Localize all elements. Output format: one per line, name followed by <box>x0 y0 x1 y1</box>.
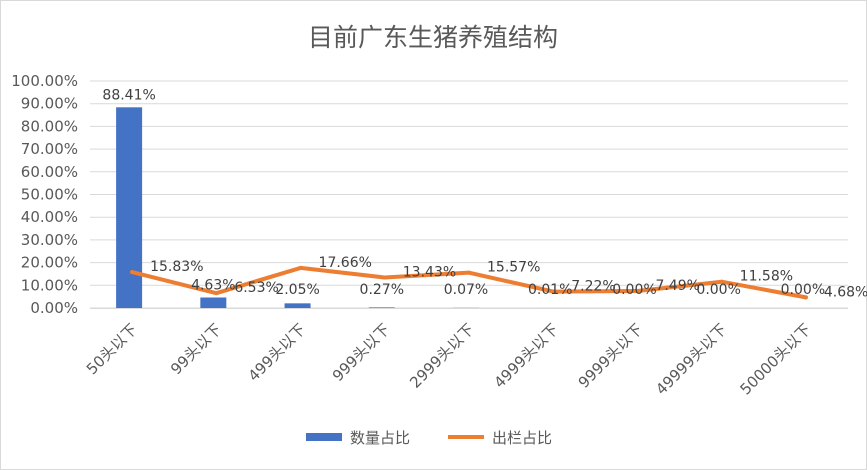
line-data-label: 4.68% <box>824 284 867 300</box>
x-tick-label: 49999头以下 <box>652 320 730 398</box>
line-point <box>467 270 471 275</box>
x-tick-label: 4999头以下 <box>491 320 563 392</box>
bar <box>116 107 143 309</box>
y-tick-label: 10.00% <box>21 276 78 294</box>
line-data-label: 17.66% <box>319 255 372 271</box>
bar-data-label: 0.00% <box>781 282 825 298</box>
x-tick-label: 999头以下 <box>329 320 394 385</box>
y-tick-label: 80.00% <box>21 117 78 135</box>
line-data-label: 15.57% <box>487 260 540 276</box>
bar <box>200 297 227 308</box>
line-point <box>298 265 303 270</box>
line-point <box>635 288 640 293</box>
bar-data-label: 0.27% <box>360 282 404 298</box>
line-point <box>214 291 219 296</box>
y-tick-label: 60.00% <box>21 163 78 181</box>
y-tick-label: 0.00% <box>30 299 78 317</box>
x-tick-label: 99头以下 <box>167 320 225 378</box>
bar-data-label: 0.07% <box>444 282 488 298</box>
x-tick-label: 2999头以下 <box>406 320 478 392</box>
line-point <box>803 295 808 300</box>
y-tick-label: 30.00% <box>21 231 78 249</box>
y-tick-label: 50.00% <box>21 186 78 204</box>
line-data-label: 13.43% <box>403 265 456 281</box>
bar-data-label: 0.01% <box>528 282 572 298</box>
line-point <box>719 279 724 284</box>
legend: 数量占比 出栏占比 <box>306 429 552 447</box>
line-point <box>130 270 135 275</box>
bar-data-label: 4.63% <box>191 277 235 293</box>
y-tick-label: 40.00% <box>21 208 78 226</box>
y-tick-label: 20.00% <box>21 254 78 272</box>
y-tick-label: 70.00% <box>21 140 78 158</box>
x-tick-label: 50头以下 <box>83 320 141 378</box>
bar-data-label: 0.00% <box>696 282 740 298</box>
x-tick-label: 50000头以下 <box>736 320 814 398</box>
x-tick-label: 499头以下 <box>245 320 310 385</box>
bar <box>284 303 311 308</box>
line-data-label: 7.22% <box>571 279 615 295</box>
x-tick-label: 9999头以下 <box>575 320 647 392</box>
line-point <box>551 289 556 294</box>
data-labels: 88.41% 4.63% 2.05% 0.27% 0.07% 0.01% 0.00% 0.00… <box>102 87 867 300</box>
y-axis: 0.00% 10.00% 20.00% 30.00% 40.00% 50.00% 60.00… <box>11 72 78 317</box>
bar <box>368 307 395 308</box>
line-data-label: 6.53% <box>234 280 278 296</box>
line-point <box>382 275 387 280</box>
bar-data-label: 2.05% <box>275 282 319 298</box>
chart-title: 目前广东生猪养殖结构 <box>308 23 558 52</box>
line-data-label: 11.58% <box>740 269 793 285</box>
legend-label-bar: 数量占比 <box>350 429 410 447</box>
line-series <box>130 265 808 300</box>
y-tick-label: 90.00% <box>21 95 78 113</box>
y-tick-label: 100.00% <box>11 72 78 90</box>
line-data-label: 15.83% <box>150 259 203 275</box>
line-data-label: 7.49% <box>655 278 699 294</box>
bar-data-label: 88.41% <box>102 87 155 103</box>
bar-data-label: 0.00% <box>612 282 656 298</box>
x-axis: 50头以下 99头以下 499头以下 999头以下 2999头以下 4999头以下 9999… <box>83 308 848 398</box>
legend-swatch-bar <box>306 433 342 441</box>
legend-label-line: 出栏占比 <box>492 429 552 447</box>
